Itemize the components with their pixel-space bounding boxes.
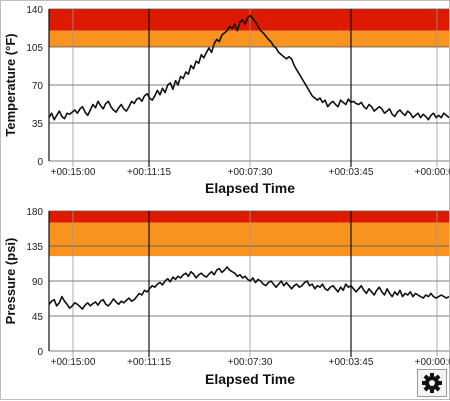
x-tick-label: +00:00:00 [415, 357, 450, 368]
y-tick-label: 135 [26, 242, 43, 253]
temperature-chart: 0 35 70 105 140 +00:15:00 +00:11:15 +00:07:30 +0… [3, 5, 450, 196]
x-tick-label: +00:07:30 [228, 167, 273, 178]
x-axis-label: Elapsed Time [205, 180, 295, 196]
threshold-band [49, 222, 449, 257]
x-tick-label: +00:11:15 [127, 357, 171, 368]
threshold-band [49, 30, 449, 47]
y-tick-label: 45 [32, 312, 44, 323]
x-tick-label: +00:00:00 [415, 167, 450, 178]
x-tick-label: +00:03:45 [329, 357, 374, 368]
settings-button[interactable] [417, 369, 447, 397]
y-tick-label: 35 [32, 119, 44, 130]
threshold-band [49, 9, 449, 31]
y-axis-label: Temperature (°F) [3, 33, 18, 136]
pressure-chart: 0 45 90 135 180 +00:15:00 +00:11:15 +00:07:30 +0… [3, 207, 450, 387]
x-axis-label: Elapsed Time [205, 371, 295, 387]
series-line [48, 14, 450, 121]
x-tick-label: +00:11:15 [127, 167, 171, 178]
gear-icon [422, 373, 442, 393]
y-tick-label: 70 [32, 81, 44, 92]
y-tick-label: 0 [37, 157, 43, 168]
y-tick-label: 90 [32, 277, 44, 288]
y-axis-label: Pressure (psi) [3, 238, 18, 325]
y-tick-label: 105 [26, 43, 43, 54]
y-tick-label: 140 [26, 5, 43, 16]
x-tick-label: +00:15:00 [51, 167, 96, 178]
threshold-band [49, 211, 449, 223]
y-tick-label: 0 [37, 347, 43, 358]
x-tick-label: +00:03:45 [329, 167, 374, 178]
x-tick-label: +00:07:30 [228, 357, 273, 368]
x-tick-label: +00:15:00 [51, 357, 96, 368]
series-line [48, 266, 450, 310]
y-tick-label: 180 [26, 207, 43, 218]
